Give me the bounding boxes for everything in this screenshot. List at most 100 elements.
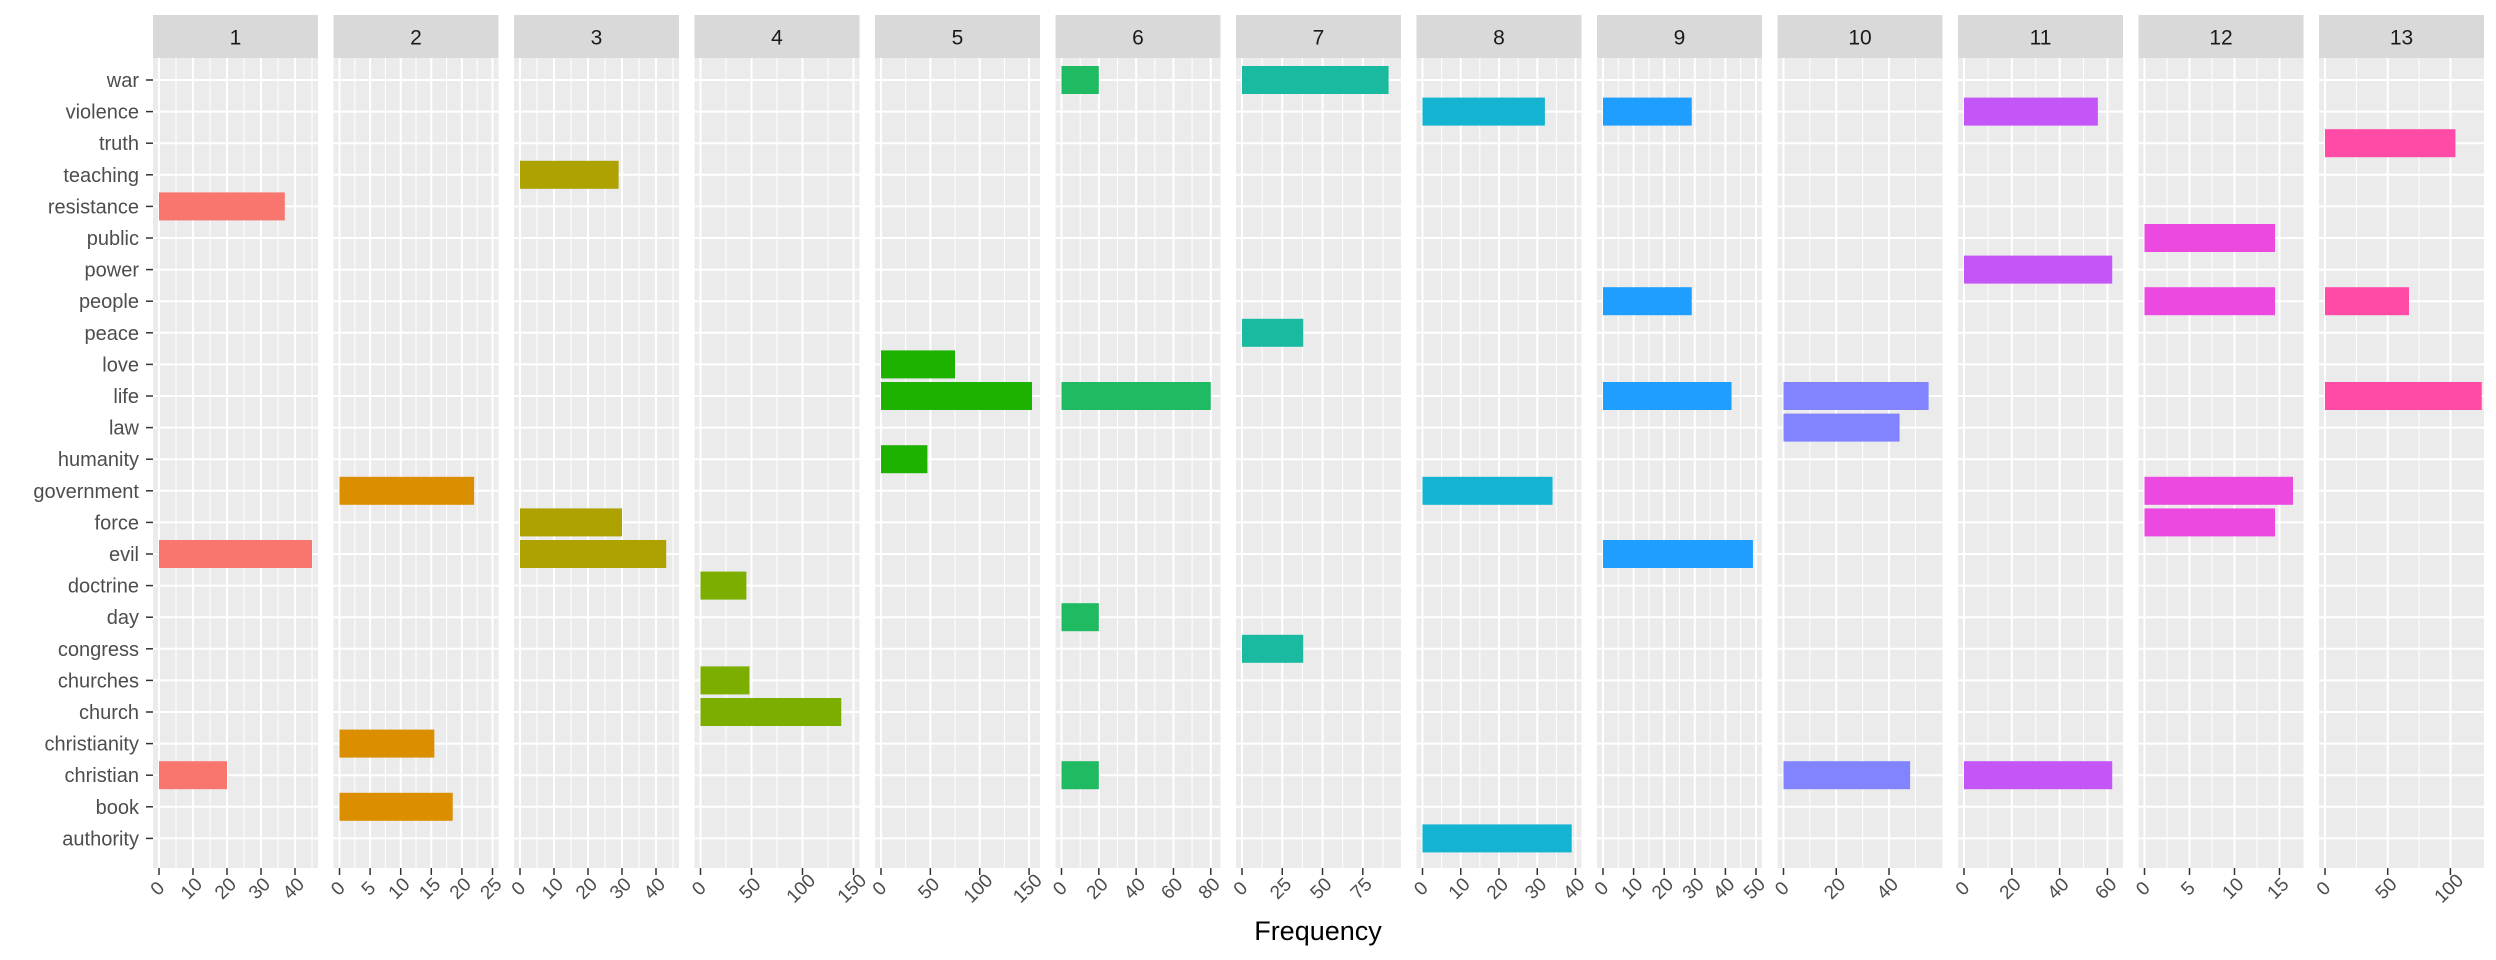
facet-panel: 9 0 10 20 30 40 50	[1591, 15, 1770, 904]
bar-people	[1603, 287, 1692, 316]
facet-strip	[694, 15, 860, 58]
x-tick-label: 0	[869, 878, 891, 900]
x-tick-label: 40	[1873, 874, 1903, 904]
y-tick-label: churches	[58, 670, 139, 692]
facet-panel: 60 20 40 60 80	[1049, 15, 1225, 904]
x-tick-label: 15	[2264, 874, 2294, 904]
facet-strip	[2319, 15, 2484, 58]
bar-war	[1061, 66, 1099, 94]
x-tick-label: 0	[2313, 878, 2335, 900]
bar-christian	[1964, 761, 2113, 790]
facet-strip-label: 7	[1313, 27, 1325, 50]
y-tick-label: public	[87, 228, 139, 250]
y-tick-label: truth	[99, 133, 139, 155]
x-tick-label: 5	[358, 878, 380, 900]
x-tick-label: 10	[1618, 874, 1648, 904]
x-tick-label: 75	[1347, 874, 1377, 904]
x-tick-label: 50	[1307, 874, 1337, 904]
bar-violence	[1422, 97, 1545, 126]
x-tick-label: 30	[1679, 874, 1709, 904]
x-tick-label: 5	[2177, 878, 2199, 900]
x-tick-label: 40	[640, 874, 670, 904]
facet-strip-label: 3	[591, 27, 603, 50]
x-tick-label: 40	[279, 874, 309, 904]
x-tick-label: 20	[1996, 874, 2026, 904]
y-tick-label: evil	[109, 544, 139, 566]
bar-government	[1422, 476, 1553, 505]
bar-government	[2144, 476, 2293, 505]
x-tick-label: 80	[1195, 874, 1225, 904]
x-tick-label: 20	[1820, 874, 1850, 904]
panel-background	[514, 58, 679, 868]
facet-strip	[1416, 15, 1582, 58]
panel-background	[1236, 58, 1401, 868]
x-tick-label: 20	[1648, 874, 1678, 904]
facet-strip	[1958, 15, 2123, 58]
bar-people	[2325, 287, 2410, 316]
x-tick-label: 20	[1083, 874, 1113, 904]
x-tick-label: 0	[147, 878, 169, 900]
bar-authority	[1422, 824, 1572, 853]
y-tick-label: people	[79, 291, 139, 313]
x-tick-label: 0	[1230, 878, 1252, 900]
bar-churches	[700, 666, 750, 695]
bar-christianity	[339, 729, 435, 758]
x-tick-label: 0	[1952, 878, 1974, 900]
y-tick-label: christianity	[45, 734, 139, 756]
bar-day	[1061, 603, 1099, 632]
y-tick-label: book	[96, 797, 140, 819]
x-tick-label: 10	[385, 874, 415, 904]
panel-background	[1055, 58, 1221, 868]
bar-government	[339, 476, 475, 505]
bar-life	[1783, 382, 1929, 410]
y-tick-label: government	[33, 481, 139, 503]
x-tick-label: 50	[1740, 874, 1770, 904]
x-tick-label: 150	[834, 870, 871, 907]
facet-strip	[1236, 15, 1401, 58]
x-tick-label: 0	[1049, 878, 1071, 900]
facet-panel: 30 10 20 30 40	[508, 15, 679, 904]
facet-panel: 12 0 5 10 15	[2132, 15, 2304, 904]
y-tick-label: life	[113, 386, 139, 408]
x-tick-label: 25	[477, 874, 507, 904]
x-tick-label: 0	[1591, 878, 1613, 900]
bar-power	[1964, 255, 2113, 284]
facet-strip-label: 2	[410, 27, 422, 50]
x-tick-label: 20	[446, 874, 476, 904]
facet-strip-label: 6	[1132, 27, 1144, 50]
bar-force	[520, 508, 622, 537]
x-tick-label: 0	[1410, 878, 1432, 900]
y-tick-label: authority	[62, 828, 139, 850]
bar-evil	[520, 540, 667, 568]
x-tick-label: 10	[177, 874, 207, 904]
x-tick-label: 40	[1120, 874, 1150, 904]
panel-background	[1777, 58, 1943, 868]
x-tick-label: 100	[2431, 870, 2468, 907]
bar-truth	[2325, 129, 2456, 158]
x-tick-label: 30	[245, 874, 275, 904]
facet-panel: 7 0 25 50 75	[1230, 15, 1401, 904]
y-tick-label: humanity	[58, 449, 139, 471]
bar-doctrine	[700, 571, 747, 600]
bar-law	[1783, 413, 1900, 442]
x-tick-label: 60	[2091, 874, 2121, 904]
bar-life	[2325, 382, 2482, 410]
panel-background	[2138, 58, 2304, 868]
y-tick-label: law	[109, 418, 140, 440]
facet-strip-label: 1	[230, 27, 242, 50]
bar-life	[881, 382, 1033, 410]
bar-evil	[1603, 540, 1753, 568]
y-tick-label: force	[95, 512, 139, 534]
facet-panel: 13 0 50 100	[2313, 15, 2484, 908]
x-tick-label: 40	[1560, 874, 1590, 904]
x-tick-label: 50	[2372, 874, 2402, 904]
x-tick-label: 50	[736, 874, 766, 904]
bar-teaching	[520, 160, 619, 189]
y-tick-label: doctrine	[68, 576, 139, 598]
bar-resistance	[159, 192, 285, 221]
y-tick-label: peace	[85, 323, 140, 345]
bar-war	[1242, 66, 1389, 94]
bar-violence	[1964, 97, 2098, 126]
facet-strip-label: 4	[771, 27, 783, 50]
bar-public	[2144, 224, 2275, 252]
